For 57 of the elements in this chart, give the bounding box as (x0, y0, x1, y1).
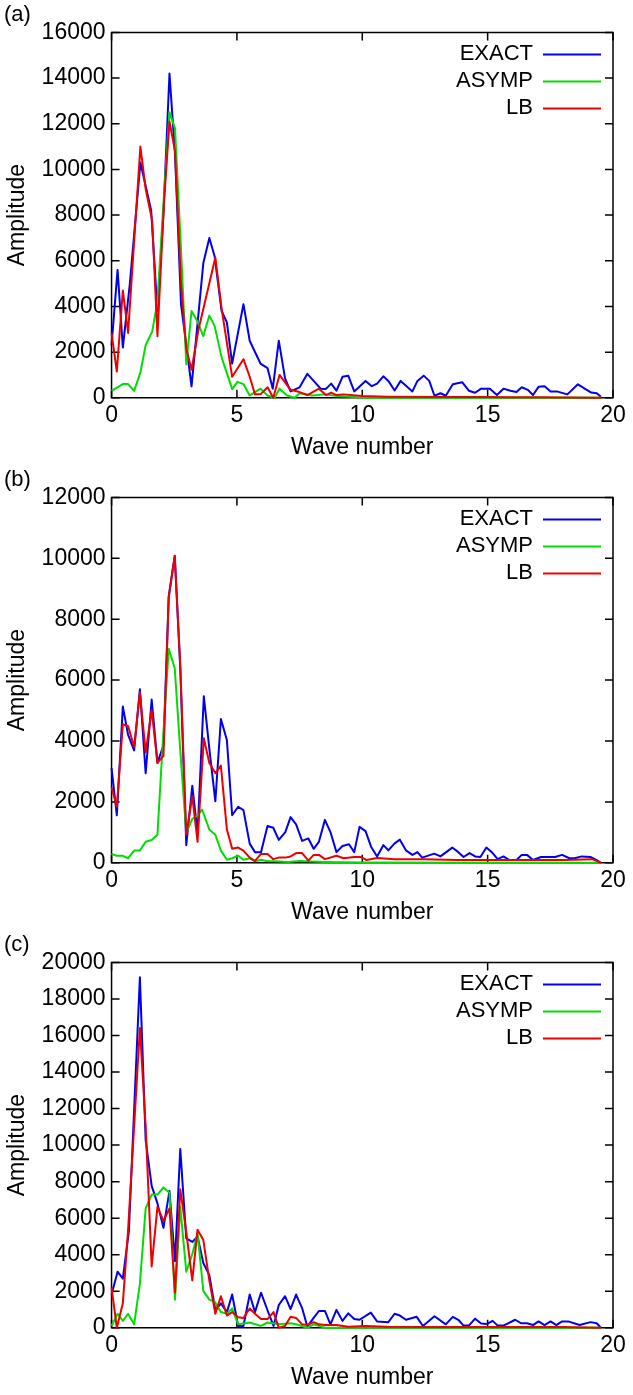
legend-label: EXACT (459, 505, 533, 531)
y-tick-label: 4000 (54, 291, 106, 318)
x-tick-label: 10 (349, 865, 376, 892)
legend-label: ASYMP (455, 532, 533, 558)
y-tick-label: 14000 (41, 63, 106, 90)
y-tick-label: 20000 (41, 947, 106, 974)
y-tick-label: 18000 (41, 984, 106, 1011)
y-tick-label: 0 (92, 1313, 106, 1340)
x-tick-label: 5 (230, 400, 244, 427)
y-tick-label: 6000 (54, 246, 106, 273)
legend-label: LB (506, 1024, 533, 1050)
x-axis-title: Wave number (291, 1362, 434, 1389)
x-tick-label: 20 (600, 400, 626, 427)
chart-title: (b) (4, 466, 31, 492)
y-axis-title: Amplitude (3, 628, 30, 732)
y-axis-title: Amplitude (3, 1093, 30, 1197)
x-tick-label: 20 (600, 1330, 626, 1357)
x-tick-label: 15 (474, 865, 501, 892)
y-tick-label: 2000 (54, 787, 106, 814)
x-tick-label: 15 (474, 400, 501, 427)
legend-label: ASYMP (455, 67, 533, 93)
y-tick-label: 6000 (54, 1203, 106, 1230)
y-tick-label: 2000 (54, 1276, 106, 1303)
y-tick-label: 2000 (54, 337, 106, 364)
y-tick-label: 10000 (41, 1130, 106, 1157)
y-axis-title: Amplitude (3, 163, 30, 267)
legend-label: LB (506, 559, 533, 585)
y-tick-label: 8000 (54, 200, 106, 227)
y-tick-label: 16000 (41, 17, 106, 44)
x-tick-label: 10 (349, 400, 376, 427)
legend-label: LB (506, 94, 533, 120)
y-tick-label: 8000 (54, 1166, 106, 1193)
y-tick-label: 8000 (54, 604, 106, 631)
y-tick-label: 10000 (41, 543, 106, 570)
chart-title: (c) (4, 931, 30, 957)
y-tick-label: 14000 (41, 1057, 106, 1084)
x-tick-label: 20 (600, 865, 626, 892)
x-tick-label: 10 (349, 1330, 376, 1357)
y-tick-label: 12000 (41, 1093, 106, 1120)
legend-label: EXACT (459, 970, 533, 996)
x-axis-title: Wave number (291, 432, 434, 459)
y-tick-label: 10000 (41, 154, 106, 181)
x-tick-label: 5 (230, 865, 244, 892)
y-tick-label: 0 (92, 383, 106, 410)
y-tick-label: 0 (92, 848, 106, 875)
y-tick-label: 6000 (54, 665, 106, 692)
y-tick-label: 4000 (54, 1240, 106, 1267)
x-tick-label: 5 (230, 1330, 244, 1357)
x-tick-label: 15 (474, 1330, 501, 1357)
y-tick-label: 12000 (41, 482, 106, 509)
y-tick-label: 4000 (54, 726, 106, 753)
legend-label: EXACT (459, 40, 533, 66)
y-tick-label: 12000 (41, 109, 106, 136)
x-axis-title: Wave number (291, 897, 434, 924)
y-tick-label: 16000 (41, 1020, 106, 1047)
chart-title: (a) (4, 1, 31, 27)
legend-label: ASYMP (455, 997, 533, 1023)
